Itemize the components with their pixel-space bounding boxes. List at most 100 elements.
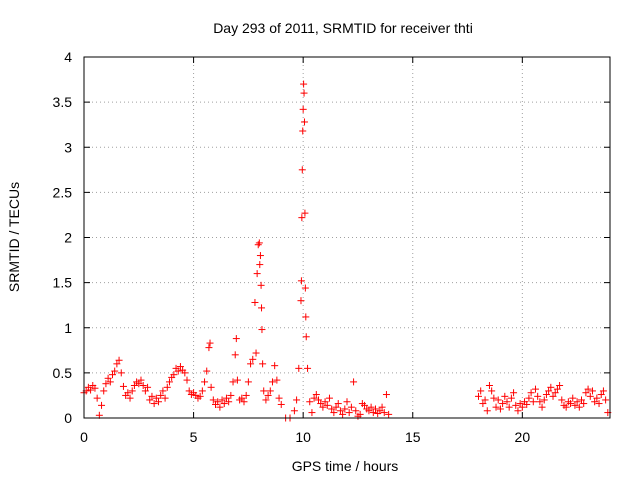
data-point bbox=[183, 376, 191, 384]
data-point bbox=[159, 387, 167, 395]
data-point bbox=[144, 383, 152, 391]
data-point bbox=[253, 270, 261, 278]
data-point bbox=[108, 371, 116, 379]
data-point bbox=[492, 403, 500, 411]
data-point bbox=[531, 385, 539, 393]
data-point bbox=[553, 385, 561, 393]
data-point bbox=[341, 405, 349, 413]
x-tick-label: 10 bbox=[295, 429, 311, 445]
data-point bbox=[525, 394, 533, 402]
data-point bbox=[578, 396, 586, 404]
data-point bbox=[549, 392, 557, 400]
data-point bbox=[382, 391, 390, 399]
data-point bbox=[98, 401, 106, 409]
data-point bbox=[380, 409, 388, 417]
data-point bbox=[310, 394, 318, 402]
data-point bbox=[229, 378, 237, 386]
data-point bbox=[538, 403, 546, 411]
data-point bbox=[102, 380, 110, 388]
data-point bbox=[516, 400, 524, 408]
data-point bbox=[529, 398, 537, 406]
data-point bbox=[586, 392, 594, 400]
data-point bbox=[483, 407, 491, 415]
data-point bbox=[319, 403, 327, 411]
data-point bbox=[315, 396, 323, 404]
x-tick-label: 20 bbox=[515, 429, 531, 445]
data-point bbox=[347, 403, 355, 411]
data-point bbox=[298, 166, 306, 174]
data-point bbox=[256, 261, 264, 269]
data-point bbox=[268, 378, 276, 386]
data-point bbox=[301, 284, 309, 292]
data-point bbox=[356, 410, 364, 418]
data-point bbox=[494, 396, 502, 404]
data-point bbox=[297, 277, 305, 285]
data-point bbox=[501, 392, 509, 400]
data-point bbox=[222, 394, 230, 402]
data-point bbox=[595, 400, 603, 408]
data-point bbox=[575, 403, 583, 411]
data-point bbox=[507, 394, 515, 402]
data-point bbox=[262, 396, 270, 404]
data-point bbox=[376, 407, 384, 415]
data-point bbox=[298, 214, 306, 222]
data-point bbox=[258, 326, 266, 334]
data-point bbox=[87, 386, 95, 394]
data-point bbox=[233, 376, 241, 384]
data-point bbox=[479, 400, 487, 408]
data-point bbox=[551, 389, 559, 397]
data-point bbox=[510, 389, 518, 397]
data-point bbox=[271, 362, 279, 370]
y-tick-label: 3.5 bbox=[53, 94, 73, 110]
data-point bbox=[369, 409, 377, 417]
data-point bbox=[244, 378, 252, 386]
data-point bbox=[251, 298, 259, 306]
data-point bbox=[135, 380, 143, 388]
axis-ticks: 0 5 10 15 20 0 0.5 1 1.5 2 2.5 3 3.5 4 bbox=[53, 49, 610, 445]
data-point bbox=[91, 384, 99, 392]
data-point bbox=[367, 403, 375, 411]
x-tick-label: 15 bbox=[405, 429, 421, 445]
data-point bbox=[378, 403, 386, 411]
data-point bbox=[352, 407, 360, 415]
data-point bbox=[150, 400, 158, 408]
data-point bbox=[252, 349, 260, 357]
data-point bbox=[481, 396, 489, 404]
data-point bbox=[571, 401, 579, 409]
data-point bbox=[170, 371, 178, 379]
data-point bbox=[163, 383, 171, 391]
data-point bbox=[130, 382, 138, 390]
data-point bbox=[119, 382, 127, 390]
x-tick-label: 0 bbox=[80, 429, 88, 445]
x-tick-label: 5 bbox=[190, 429, 198, 445]
data-point bbox=[126, 394, 134, 402]
data-point bbox=[321, 398, 329, 406]
data-point bbox=[588, 387, 596, 395]
x-axis-label: GPS time / hours bbox=[292, 458, 399, 474]
data-point bbox=[297, 297, 305, 305]
data-point bbox=[323, 401, 331, 409]
data-point bbox=[475, 392, 482, 400]
data-point bbox=[124, 389, 132, 397]
data-point bbox=[518, 403, 526, 411]
data-point bbox=[232, 335, 240, 343]
data-point bbox=[277, 400, 285, 408]
data-point bbox=[111, 367, 119, 375]
data-point bbox=[490, 394, 498, 402]
y-tick-label: 2.5 bbox=[53, 184, 73, 200]
data-point bbox=[240, 398, 248, 406]
data-point bbox=[503, 398, 511, 406]
data-point bbox=[300, 118, 308, 126]
data-point bbox=[266, 387, 274, 395]
data-point bbox=[299, 127, 307, 135]
data-point bbox=[137, 376, 145, 384]
data-point bbox=[155, 398, 163, 406]
y-tick-label: 0.5 bbox=[53, 365, 73, 381]
data-point bbox=[523, 400, 531, 408]
data-point bbox=[299, 105, 307, 113]
data-point bbox=[242, 391, 250, 399]
data-point bbox=[128, 387, 136, 395]
data-point bbox=[334, 400, 342, 408]
data-point bbox=[593, 394, 601, 402]
